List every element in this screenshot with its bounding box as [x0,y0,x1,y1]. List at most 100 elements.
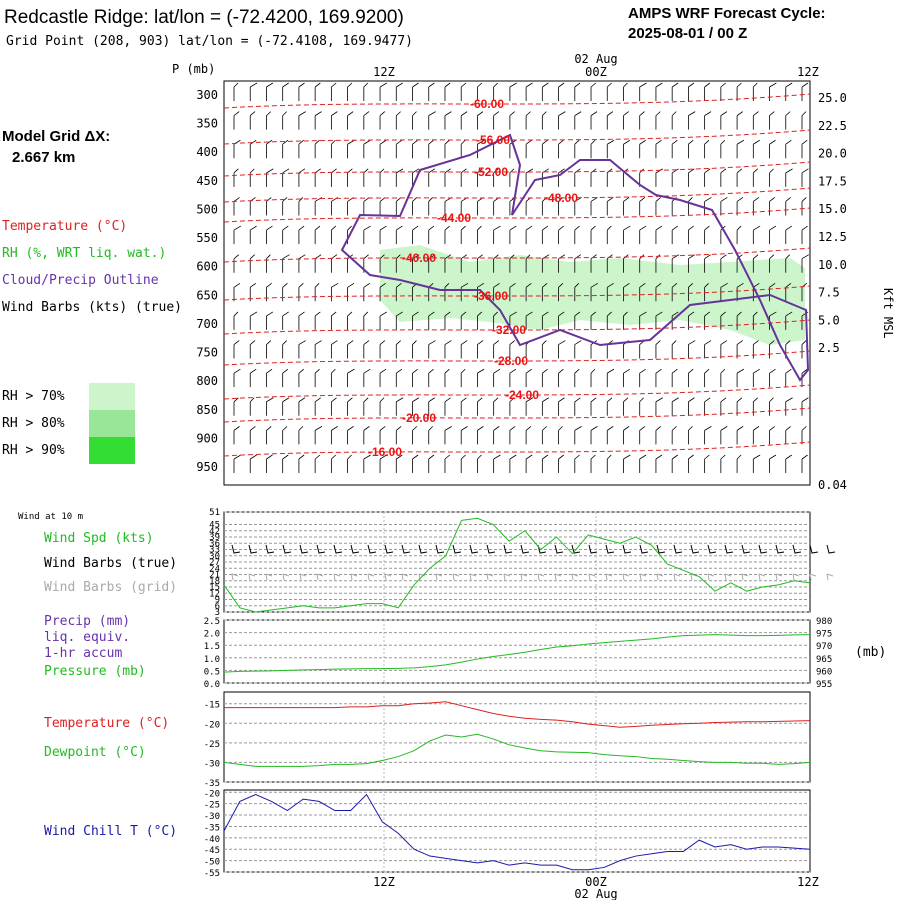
isotherm-line [223,247,811,263]
wind-barb-grid [333,573,341,581]
wind-barb [460,340,468,359]
windchill-tick-label: -35 [204,823,220,833]
isotherm-line [223,319,811,335]
wind-barb [736,111,743,130]
wind-barb-true [248,544,258,554]
wind-barb [444,225,451,245]
wind-barb [574,82,581,101]
isotherm-labels: -60.00 -56.00 -52.00 -48.00 -44.00 -40.00 -36.… [368,97,578,459]
wind-barb-grid [231,573,239,581]
wind-barb [477,254,483,273]
wind-barb [428,426,434,445]
legend-rh90-swatch [89,437,135,464]
wind-barb [704,311,711,330]
wind-barb-true [605,544,615,554]
isotherm-label: -44.00 [437,211,471,225]
wind-barb [509,254,515,273]
isotherm-label: -24.00 [505,388,539,402]
precip-tick-label: 1.0 [204,655,220,665]
wind-barb [623,426,630,445]
wind-barb [590,368,596,388]
pressure-tick-label: 800 [196,374,218,388]
cycle-value: 2025-08-01 / 00 Z [628,25,747,42]
wind-barb [282,82,289,101]
wind-barb-true [231,544,241,554]
wind-barb [688,111,696,130]
wind-barb [558,340,566,359]
isotherm-lines [223,93,811,457]
wind-barb [752,340,759,359]
pressure-tick-label: 980 [816,617,832,627]
wind-barb [785,197,791,216]
wind-barb [330,311,337,330]
wind-barb [720,82,726,101]
wind-barb [493,254,499,273]
isotherm-line [223,93,811,109]
wind-barb [606,311,612,330]
wind-barb [444,111,452,130]
wind-barb [266,197,272,216]
height-tick-label: 0.04 [818,478,847,492]
temp-tick-label: -25 [204,740,220,750]
wind-barb [752,139,760,159]
wind-barb [541,454,549,473]
wind-barb [330,139,336,159]
wind-barb [752,82,758,101]
wind-barb [655,168,663,187]
wind-barb [801,139,808,159]
wind-barb-grid [758,573,766,581]
wind-barb [639,368,646,388]
legend-temp-panel: Temperature (°C) [44,716,169,731]
wind-barb-true [299,544,309,554]
wind-barb [671,111,677,130]
pressure-tick-label: 550 [196,231,218,245]
wind-barb [558,311,565,330]
wind-barb [590,111,598,130]
wind-barb-true [316,544,326,554]
legend-rh70-label: RH > 70% [2,389,65,404]
wind-barb [655,311,663,330]
wind-barb [266,311,274,330]
wind-barb [477,225,482,245]
wind-barb-grid [316,573,324,581]
temp-tick-label: -35 [204,779,220,789]
wind-barb [720,168,727,187]
legend-pressure: Pressure (mb) [44,664,146,679]
wind-barb [590,225,596,245]
wind-barb [428,111,436,130]
wind-barb [395,139,403,159]
wind-barb [525,311,533,330]
wind-barb [769,340,775,359]
wind-barb [282,283,288,302]
wind-tick-label: 15 [209,583,220,593]
wind-barb [541,311,549,330]
model-grid-value: 2.667 km [12,149,75,166]
wind-barb [671,168,679,187]
wind-barb-grid [435,573,443,581]
pressure-tick-label: 970 [816,642,832,652]
wind-barb [590,139,596,159]
wind-barb [412,397,420,416]
pressure-tick-label: 750 [196,346,218,360]
wind-tick-label: 27 [209,558,220,568]
wind-barb [509,168,515,187]
wind-barb [249,82,258,101]
wind-barb [330,340,338,359]
wind-barb [330,82,337,101]
temp-y-axis: -15 -20 -25 -30 -35 [204,701,220,789]
wind-barb [671,139,678,159]
wind-barb [785,168,793,187]
wind-barb [412,139,418,159]
wind-barb [688,168,695,187]
wind-barb [314,397,321,416]
wind-barb [590,311,597,330]
wind-tick-label: 24 [209,564,220,574]
precip-tick-label: 2.5 [204,617,220,627]
wind-barb [688,368,694,388]
wind-barb [655,368,662,388]
wind-barb [671,368,678,388]
wind-barb [330,368,336,388]
precip-tick-label: 2.0 [204,630,220,640]
legend-precip-liq: liq. equiv. [44,630,130,645]
